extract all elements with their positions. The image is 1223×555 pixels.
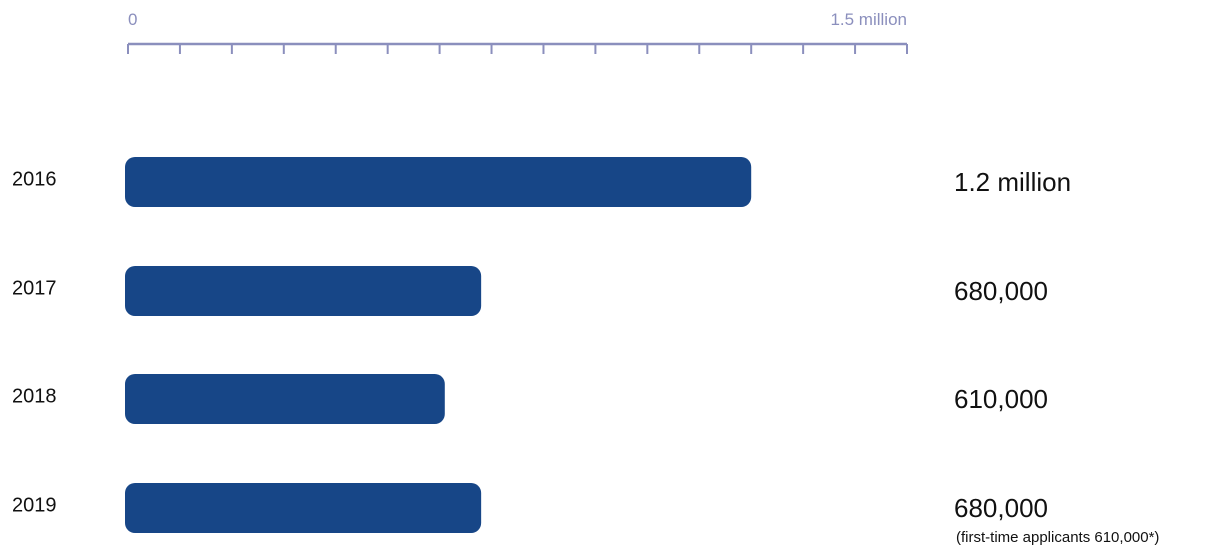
year-label: 2016 [12, 168, 57, 190]
bar [125, 483, 482, 533]
bar-row: 2019 680,000 (first-time applicants 610,00… [12, 483, 1159, 546]
bar [125, 374, 445, 424]
bar-row: 2018 610,000 [12, 374, 1048, 424]
bar [125, 266, 482, 316]
value-label: 610,000 [954, 384, 1048, 414]
axis-min-label: 0 [128, 10, 137, 29]
bar [125, 157, 752, 207]
axis-ticks [127, 44, 908, 54]
value-label: 680,000 [954, 276, 1048, 306]
value-label: 1.2 million [954, 167, 1071, 197]
value-note: (first-time applicants 610,000*) [956, 529, 1159, 546]
bar-row: 2016 1.2 million [12, 157, 1071, 207]
axis-max-label: 1.5 million [830, 10, 907, 29]
year-label: 2018 [12, 385, 57, 407]
year-label: 2017 [12, 277, 57, 299]
value-label: 680,000 [954, 493, 1048, 523]
bar-row: 2017 680,000 [12, 266, 1048, 316]
value-axis: 0 1.5 million [127, 10, 908, 54]
year-label: 2019 [12, 494, 57, 516]
